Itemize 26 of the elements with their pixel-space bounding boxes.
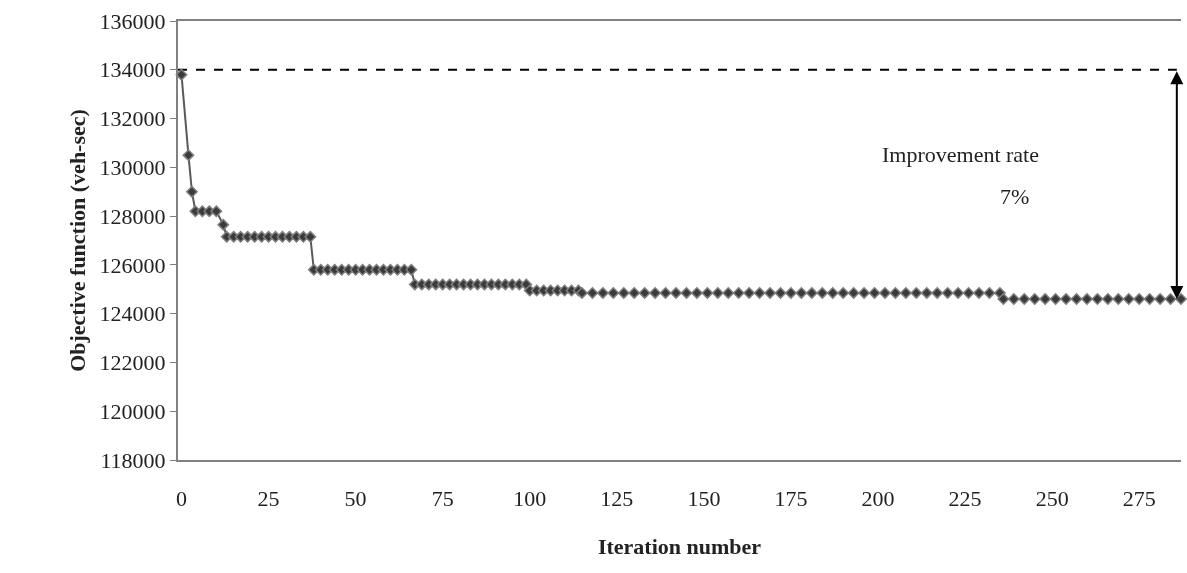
y-tick-label: 118000 (100, 447, 166, 473)
annotation: Improvement rate (882, 142, 1039, 167)
y-tick-label: 120000 (99, 398, 166, 424)
x-tick-label: 175 (774, 486, 808, 512)
x-tick-label: 75 (431, 486, 454, 512)
x-tick-label: 100 (513, 486, 547, 512)
x-tick-label: 0 (175, 486, 187, 512)
x-tick-label: 150 (687, 486, 721, 512)
x-tick-label: 50 (344, 486, 367, 512)
y-tick-label: 134000 (99, 57, 166, 83)
y-tick-label: 124000 (99, 301, 166, 327)
x-tick-label: 200 (861, 486, 895, 512)
x-tick-label: 250 (1035, 486, 1069, 512)
x-tick-label: 25 (257, 486, 280, 512)
y-tick-label: 126000 (99, 252, 166, 278)
y-axis-title: Objective function (veh-sec) (64, 109, 90, 372)
y-tick-label: 130000 (99, 155, 166, 181)
y-tick-label: 136000 (99, 8, 166, 34)
y-tick-label: 132000 (99, 106, 166, 132)
x-tick-label: 225 (948, 486, 982, 512)
x-axis-title: Iteration number (597, 533, 762, 559)
y-tick-label: 122000 (99, 350, 166, 376)
y-tick-label: 128000 (99, 203, 166, 229)
annotation: 7% (1000, 184, 1030, 209)
x-tick-label: 125 (600, 486, 634, 512)
x-tick-label: 275 (1122, 486, 1156, 512)
